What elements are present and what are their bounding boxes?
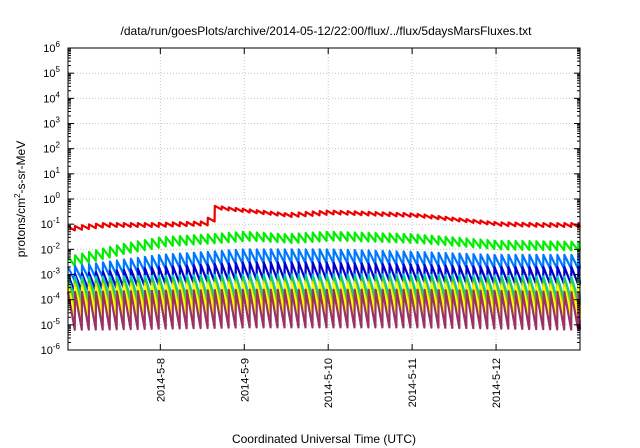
y-axis-label: protons/cm2-s-sr-MeV (13, 141, 28, 257)
x-tick-label: 2014-5-8 (155, 358, 167, 402)
y-tick-label-base: 10 (41, 345, 53, 357)
y-tick-label-exponent: 0 (56, 191, 61, 200)
series-group (66, 204, 582, 331)
y-tick-label-exponent: 1 (56, 166, 61, 175)
y-tick-label: 104 (43, 90, 60, 105)
y-tick-label-base: 10 (41, 320, 53, 332)
series-line-4 (66, 261, 582, 294)
y-tick-label: 106 (43, 40, 60, 55)
y-tick-label: 10-2 (41, 241, 61, 256)
y-tick-label-base: 10 (43, 68, 55, 80)
y-tick-label: 10-3 (41, 267, 61, 282)
y-tick-label: 10-4 (41, 292, 61, 307)
x-axis-tick-labels: 2014-5-8 2014-5-9 2014-5-10 2014-5-11 2014-5… (155, 358, 503, 408)
x-tick-label: 2014-5-10 (323, 358, 335, 408)
y-tick-label-exponent: -4 (53, 292, 61, 301)
y-tick-label: 103 (43, 116, 60, 131)
y-tick-label: 101 (43, 166, 60, 181)
y-tick-label-exponent: -5 (53, 317, 61, 326)
chart-title: /data/run/goesPlots/archive/2014-05-12/2… (121, 24, 533, 38)
series-line-2 (67, 230, 582, 267)
y-tick-label-base: 10 (43, 119, 55, 131)
y-axis-label-main: protons/cm (14, 198, 28, 257)
y-tick-label-exponent: -3 (53, 267, 61, 276)
y-tick-label-base: 10 (43, 169, 55, 181)
y-axis-label-units: -s-sr-MeV (14, 141, 28, 194)
y-tick-label-base: 10 (43, 194, 55, 206)
y-tick-label-base: 10 (43, 144, 55, 156)
y-tick-label-base: 10 (41, 244, 53, 256)
y-axis-label-superscript: 2 (13, 193, 22, 198)
y-tick-label-exponent: 5 (56, 65, 61, 74)
y-tick-label: 102 (43, 141, 60, 156)
y-tick-label-base: 10 (43, 93, 55, 105)
x-tick-label: 2014-5-12 (491, 358, 503, 408)
y-tick-label-base: 10 (43, 43, 55, 55)
y-tick-label-exponent: -2 (53, 241, 61, 250)
y-tick-label-base: 10 (41, 270, 53, 282)
series-line-1 (67, 204, 582, 232)
y-tick-label: 10-6 (41, 342, 61, 357)
axis-ticks (68, 47, 580, 351)
y-tick-label-exponent: -6 (53, 342, 61, 351)
y-tick-label-exponent: 3 (56, 116, 61, 125)
y-tick-label-base: 10 (41, 295, 53, 307)
series-line-9 (66, 288, 582, 331)
y-tick-label-base: 10 (41, 219, 53, 231)
y-tick-label-exponent: 2 (56, 141, 61, 150)
x-axis-label: Coordinated Universal Time (UTC) (232, 432, 416, 446)
y-tick-label-exponent: 4 (56, 90, 61, 99)
y-tick-label: 10-1 (41, 216, 61, 231)
x-tick-label: 2014-5-11 (407, 358, 419, 407)
y-tick-label-exponent: 6 (56, 40, 61, 49)
y-tick-label: 105 (43, 65, 60, 80)
y-tick-label: 10-5 (41, 317, 61, 332)
y-tick-label-exponent: -1 (53, 216, 61, 225)
series-line-3 (67, 248, 582, 282)
y-axis-tick-labels: 10-610-510-410-310-210-11001011021031041… (41, 40, 61, 357)
y-tick-label: 100 (43, 191, 60, 206)
x-tick-label: 2014-5-9 (239, 358, 251, 402)
